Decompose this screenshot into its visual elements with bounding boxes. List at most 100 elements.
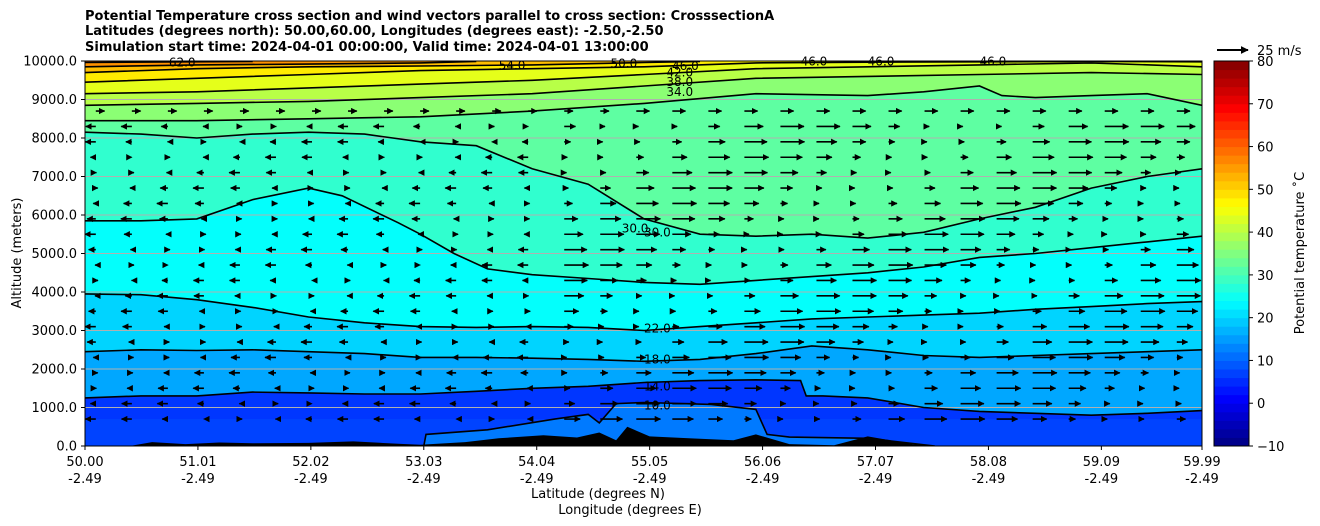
colorbar-step xyxy=(1214,223,1249,233)
contour-label: 34.0 xyxy=(666,85,693,99)
chart-title-line-1: Potential Temperature cross section and … xyxy=(85,9,775,24)
colorbar-tick-label: 80 xyxy=(1257,55,1274,70)
colorbar-step xyxy=(1214,138,1249,148)
colorbar-tick-label: 0 xyxy=(1257,397,1265,412)
colorbar-step xyxy=(1214,394,1249,404)
colorbar-step xyxy=(1214,146,1249,156)
colorbar-step xyxy=(1214,437,1249,447)
contour-label-text: 38.0 xyxy=(666,75,693,89)
x-tick-label-lat: 54.04 xyxy=(518,455,555,470)
contour-label: 30.0 xyxy=(644,225,671,239)
x-axis-label: Latitude (degrees N) xyxy=(531,487,665,502)
contour-line-22 xyxy=(85,293,1202,332)
contour-line-10 xyxy=(423,401,935,446)
colorbar-step xyxy=(1214,172,1249,182)
colorbar-tick-label: 70 xyxy=(1257,98,1274,113)
y-tick-label: 9000.0 xyxy=(32,93,78,108)
chart-title-line-2: Latitudes (degrees north): 50.00,60.00, … xyxy=(85,24,664,39)
y-tick-label: 7000.0 xyxy=(32,170,78,185)
x-tick-label-lon: -2.49 xyxy=(520,472,554,487)
contour-line-26 xyxy=(85,187,1202,286)
contour-label: 42.0 xyxy=(666,66,693,80)
colorbar-step xyxy=(1214,120,1249,130)
x-tick-label-lat: 51.01 xyxy=(179,455,216,470)
y-axis-label: Altitude (meters) xyxy=(10,198,25,309)
colorbar-step xyxy=(1214,249,1249,259)
x-tick-label-lon: -2.49 xyxy=(1085,472,1119,487)
contour-label: 46.0 xyxy=(672,59,699,73)
x-tick-label-lat: 57.07 xyxy=(857,455,894,470)
colorbar-step xyxy=(1214,240,1249,250)
colorbar-step xyxy=(1214,155,1249,165)
contour-label: 10.0 xyxy=(644,399,671,413)
x-tick-label-lon: -2.49 xyxy=(633,472,667,487)
contour-label: 22.0 xyxy=(644,322,671,336)
x-tick-label-lon: -2.49 xyxy=(68,472,102,487)
contour-line-42 xyxy=(85,62,1202,95)
contour-line-46 xyxy=(85,61,1202,83)
terrain-shape xyxy=(85,426,1202,446)
contour-line-38 xyxy=(85,71,1202,107)
colorbar-step xyxy=(1214,309,1249,319)
y-tick-label: 2000.0 xyxy=(32,363,78,378)
colorbar-step xyxy=(1214,197,1249,207)
x-tick-label-lon: -2.49 xyxy=(1185,472,1219,487)
y-tick-label: 0.0 xyxy=(56,440,77,455)
x-tick-label-lat: 59.09 xyxy=(1083,455,1120,470)
colorbar-tick-label: 10 xyxy=(1257,354,1274,369)
x-tick-label-lat: 50.00 xyxy=(66,455,103,470)
wind-vectors xyxy=(85,107,1202,423)
colorbar-step xyxy=(1214,300,1249,310)
colorbar-tick-label: −10 xyxy=(1257,440,1284,455)
x-axis: 50.00 -2.49 51.01 -2.49 52.02 -2.49 53.03 -2.49… xyxy=(66,446,1221,487)
y-tick-label: 8000.0 xyxy=(32,132,78,147)
x-tick-label-lon: -2.49 xyxy=(181,472,215,487)
contour-label: 30.0 xyxy=(622,221,649,235)
contour-line-34 xyxy=(85,85,1202,122)
contour-label: 54.0 xyxy=(499,59,526,73)
colorbar-step xyxy=(1214,326,1249,336)
colorbar: −10 0 10 20 30 40 50 60 70 80 xyxy=(1213,55,1284,455)
x-tick-label-lat: 59.99 xyxy=(1183,455,1220,470)
y-tick-label: 1000.0 xyxy=(32,401,78,416)
colorbar-step xyxy=(1214,180,1249,190)
colorbar-step xyxy=(1214,206,1249,216)
contour-label-text: 18.0 xyxy=(644,352,671,366)
contour-label-text: 34.0 xyxy=(666,85,693,99)
y-tick-label: 6000.0 xyxy=(32,209,78,224)
colorbar-step xyxy=(1214,274,1249,284)
x-tick-label-lon: -2.49 xyxy=(294,472,328,487)
x-tick-label-lat: 55.05 xyxy=(631,455,668,470)
contour-label-text: 22.0 xyxy=(644,322,671,336)
colorbar-step xyxy=(1214,283,1249,293)
colorbar-step xyxy=(1214,292,1249,302)
y-tick-label: 5000.0 xyxy=(32,247,78,262)
x-tick-label-lon: -2.49 xyxy=(746,472,780,487)
contour-label-text: 50.0 xyxy=(611,57,638,71)
contour-label-text: 62.0 xyxy=(169,56,196,70)
x-tick-label-lon: -2.49 xyxy=(859,472,893,487)
y-tick-label: 4000.0 xyxy=(32,286,78,301)
grid-lines xyxy=(85,99,1202,408)
colorbar-step xyxy=(1214,386,1249,396)
contour-line-18 xyxy=(85,345,1202,363)
colorbar-frame xyxy=(1213,60,1250,447)
colorbar-step xyxy=(1214,78,1249,88)
colorbar-step xyxy=(1214,317,1249,327)
colorbar-step xyxy=(1214,129,1249,139)
contour-label-text: 30.0 xyxy=(644,225,671,239)
x-tick-label-lon: -2.49 xyxy=(972,472,1006,487)
quiver-key: 25 m/s xyxy=(1217,44,1302,59)
colorbar-step xyxy=(1214,215,1249,225)
colorbar-step xyxy=(1214,377,1249,387)
contour-line-54 xyxy=(85,61,477,68)
contour-label: 50.0 xyxy=(611,57,638,71)
colorbar-tick-label: 50 xyxy=(1257,183,1274,198)
colorbar-step xyxy=(1214,69,1249,79)
contour-label: 38.0 xyxy=(666,75,693,89)
colorbar-tick-label: 20 xyxy=(1257,312,1274,327)
colorbar-step xyxy=(1214,360,1249,370)
y-tick-label: 3000.0 xyxy=(32,324,78,339)
contour-label-text: 30.0 xyxy=(622,221,649,235)
